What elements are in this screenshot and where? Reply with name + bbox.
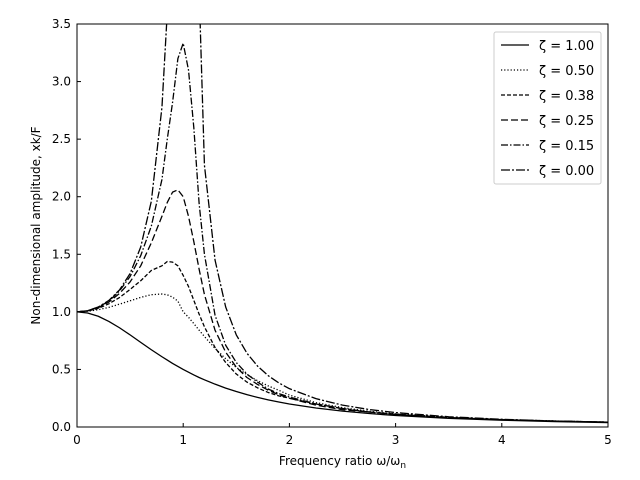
series-line-3 xyxy=(77,189,608,423)
y-tick-label-5: 2.5 xyxy=(52,132,71,146)
x-tick-label-2: 2 xyxy=(286,433,294,447)
y-tick-label-2: 1.0 xyxy=(52,305,71,319)
legend-label-1: ζ = 0.50 xyxy=(539,64,594,79)
x-tick-label-0: 0 xyxy=(73,433,81,447)
y-axis-label: Non-dimensional amplitude, xk/F xyxy=(29,126,43,324)
series-line-1 xyxy=(77,293,608,423)
plot-frame xyxy=(76,23,609,428)
x-tick-label-5: 5 xyxy=(604,433,612,447)
y-tick-label-3: 1.5 xyxy=(52,247,71,261)
y-tick-label-6: 3.0 xyxy=(52,75,71,89)
legend-label-0: ζ = 1.00 xyxy=(539,39,594,54)
legend-frame xyxy=(493,31,602,185)
x-axis-label: Frequency ratio ω/ωn xyxy=(279,454,406,471)
x-axis-label-main: Frequency ratio ω/ω xyxy=(279,454,400,468)
series-line-5 xyxy=(77,24,608,423)
legend-label-2: ζ = 0.38 xyxy=(539,89,594,104)
x-tick-label-1: 1 xyxy=(179,433,187,447)
y-tick-label-0: 0.0 xyxy=(52,420,71,434)
x-axis-label-subscript: n xyxy=(400,461,406,471)
y-tick-label-1: 0.5 xyxy=(52,362,71,376)
series-line-0 xyxy=(77,311,608,424)
x-tick-label-3: 3 xyxy=(392,433,400,447)
legend: ζ = 1.00 ζ = 0.50 ζ = 0.38 ζ = 0.25 ζ = 0.15… xyxy=(493,31,602,185)
legend-label-5: ζ = 0.00 xyxy=(539,164,594,179)
series-layer xyxy=(77,24,608,424)
y-tick-label-7: 3.5 xyxy=(52,17,71,31)
legend-label-3: ζ = 0.25 xyxy=(539,114,594,129)
legend-label-4: ζ = 0.15 xyxy=(539,139,594,154)
y-axis: 0.0 0.5 1.0 1.5 2.0 2.5 3.0 3.5 xyxy=(52,17,81,434)
x-axis: 0 1 2 3 4 5 xyxy=(73,423,612,447)
x-tick-label-4: 4 xyxy=(498,433,506,447)
y-tick-label-4: 2.0 xyxy=(52,190,71,204)
